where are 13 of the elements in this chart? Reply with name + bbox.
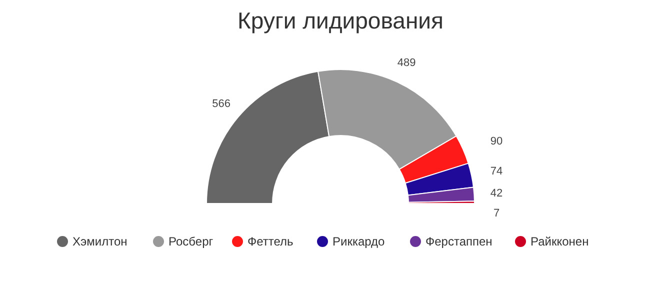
- data-label: 74: [490, 166, 503, 178]
- data-label: 42: [490, 188, 503, 200]
- legend-label: Риккардо: [332, 234, 386, 248]
- chart-title: Круги лидирования: [238, 8, 444, 34]
- data-label: 489: [397, 57, 416, 70]
- data-label: 566: [212, 98, 230, 110]
- legend-label: Райкконен: [530, 234, 589, 248]
- legend-label: Хэмилтон: [72, 234, 128, 248]
- legend-label: Росберг: [168, 234, 214, 248]
- legend-label: Феттель: [248, 234, 294, 248]
- data-label: 90: [490, 135, 503, 148]
- data-label: 7: [493, 208, 500, 220]
- legend-label: Ферстаппен: [426, 234, 492, 248]
